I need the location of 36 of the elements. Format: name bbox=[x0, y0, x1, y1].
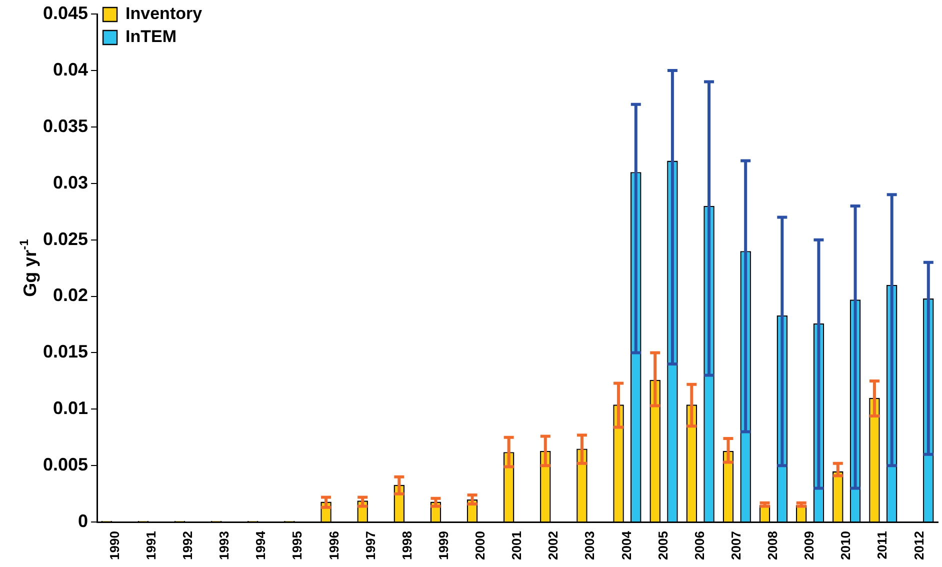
y-tick-label: 0.02 bbox=[52, 285, 88, 306]
y-tick-label: 0 bbox=[78, 511, 88, 532]
x-tick-label: 1996 bbox=[326, 531, 342, 560]
legend-label: InTEM bbox=[126, 27, 177, 46]
y-tick-label: 0.015 bbox=[42, 342, 88, 362]
y-tick-label: 0.045 bbox=[42, 2, 88, 23]
x-tick-label: 1997 bbox=[362, 531, 378, 560]
y-tick-label: 0.035 bbox=[42, 116, 88, 136]
x-tick-label: 1991 bbox=[143, 531, 158, 560]
x-tick-label: 1990 bbox=[106, 531, 122, 560]
x-tick-label: 1992 bbox=[180, 531, 196, 560]
x-tick-label: 1999 bbox=[436, 531, 451, 560]
x-tick-label: 1998 bbox=[399, 531, 414, 560]
y-tick-label: 0.025 bbox=[42, 228, 88, 249]
x-tick-label: 2000 bbox=[472, 531, 488, 560]
x-tick-label: 1995 bbox=[290, 531, 305, 560]
x-tick-label: 1994 bbox=[253, 530, 268, 560]
y-axis-title: Gg yr-1 bbox=[17, 238, 40, 297]
x-tick-label: 2006 bbox=[692, 531, 707, 560]
x-tick-label: 2009 bbox=[802, 531, 817, 560]
x-tick-label: 1993 bbox=[216, 531, 232, 560]
y-tick-label: 0.01 bbox=[52, 398, 88, 418]
x-tick-label: 2002 bbox=[546, 531, 561, 560]
x-tick-label: 2004 bbox=[618, 530, 634, 560]
x-tick-label: 2010 bbox=[838, 531, 854, 560]
y-tick-label: 0.04 bbox=[52, 59, 88, 80]
x-tick-label: 2007 bbox=[728, 531, 744, 560]
x-tick-label: 2008 bbox=[765, 531, 780, 560]
y-tick-label: 0.005 bbox=[42, 454, 88, 475]
y-tick-label: 0.03 bbox=[52, 172, 88, 192]
legend-label: Inventory bbox=[126, 4, 203, 24]
x-tick-label: 2012 bbox=[911, 531, 926, 560]
x-tick-label: 2011 bbox=[874, 531, 890, 560]
x-tick-label: 2005 bbox=[655, 531, 670, 560]
x-tick-label: 2001 bbox=[509, 531, 524, 560]
x-tick-label: 2003 bbox=[582, 531, 598, 560]
